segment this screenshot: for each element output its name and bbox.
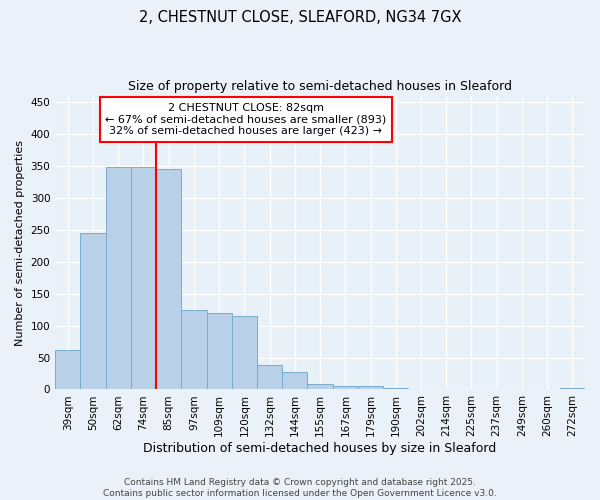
- Bar: [383, 388, 409, 390]
- Bar: [358, 386, 383, 390]
- Bar: [80, 233, 106, 390]
- Text: 2 CHESTNUT CLOSE: 82sqm
← 67% of semi-detached houses are smaller (893)
32% of s: 2 CHESTNUT CLOSE: 82sqm ← 67% of semi-de…: [105, 103, 386, 136]
- Bar: [131, 167, 156, 390]
- Y-axis label: Number of semi-detached properties: Number of semi-detached properties: [15, 140, 25, 346]
- Bar: [232, 316, 257, 390]
- Title: Size of property relative to semi-detached houses in Sleaford: Size of property relative to semi-detach…: [128, 80, 512, 93]
- Bar: [560, 388, 585, 390]
- Bar: [156, 169, 181, 390]
- Bar: [206, 313, 232, 390]
- Bar: [332, 386, 358, 390]
- Bar: [106, 167, 131, 390]
- Bar: [55, 350, 80, 390]
- X-axis label: Distribution of semi-detached houses by size in Sleaford: Distribution of semi-detached houses by …: [143, 442, 497, 455]
- Bar: [181, 310, 206, 390]
- Bar: [282, 372, 307, 390]
- Text: 2, CHESTNUT CLOSE, SLEAFORD, NG34 7GX: 2, CHESTNUT CLOSE, SLEAFORD, NG34 7GX: [139, 10, 461, 25]
- Bar: [307, 384, 332, 390]
- Text: Contains HM Land Registry data © Crown copyright and database right 2025.
Contai: Contains HM Land Registry data © Crown c…: [103, 478, 497, 498]
- Bar: [257, 365, 282, 390]
